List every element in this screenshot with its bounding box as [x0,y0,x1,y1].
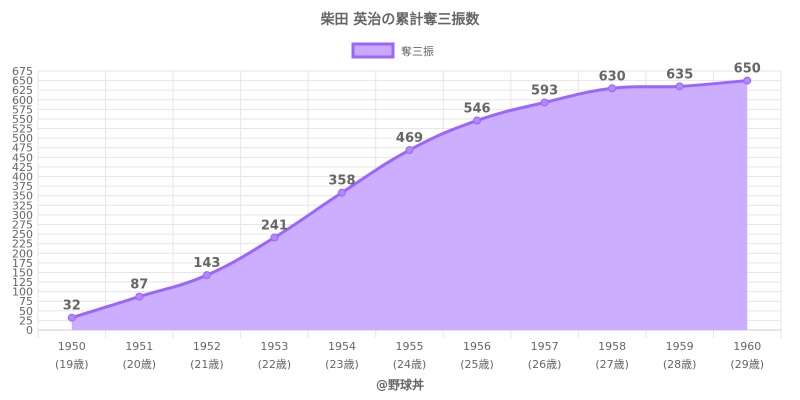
y-tick-label: 500 [12,132,33,145]
x-tick-label: 1952 [193,340,221,353]
x-tick-sublabel: (24歳) [393,358,427,371]
y-tick-label: 600 [12,94,33,107]
data-label: 87 [130,278,148,293]
y-tick-label: 675 [12,65,33,78]
y-tick-label: 400 [12,171,33,184]
y-tick-label: 625 [12,84,33,97]
data-label: 469 [396,131,423,146]
data-point [202,271,211,280]
x-tick-sublabel: (23歳) [325,358,359,371]
x-tick-label: 1960 [733,340,761,353]
x-tick-sublabel: (26歳) [528,358,562,371]
y-tick-label: 475 [12,142,33,155]
x-tick-label: 1950 [58,340,86,353]
data-labels: 32 87 143 241 358 469 546 593 630 635 650 [63,62,761,314]
y-tick-label: 550 [12,113,33,126]
y-tick-label: 575 [12,103,33,116]
x-tick-label: 1957 [531,340,559,353]
data-label: 593 [531,83,558,98]
data-point [67,313,76,322]
x-tick-sublabel: (28歳) [663,358,697,371]
x-tick-sublabel: (21歳) [190,358,224,371]
y-tick-label: 375 [12,180,33,193]
x-tick-sublabel: (22歳) [258,358,292,371]
y-tick-label: 0 [26,324,33,337]
y-tick-label: 25 [19,314,33,327]
y-tick-label: 300 [12,209,33,222]
data-point [675,82,684,91]
data-label: 358 [328,174,355,189]
data-point [743,76,752,85]
x-tick-sublabel: (20歳) [123,358,157,371]
x-tick-sublabel: (25歳) [460,358,494,371]
y-tick-label: 75 [19,295,33,308]
data-point [135,292,144,301]
y-tick-label: 650 [12,75,33,88]
x-tick-label: 1958 [598,340,626,353]
y-tick-label: 525 [12,123,33,136]
data-point [337,188,346,197]
y-tick-label: 450 [12,151,33,164]
y-axis-ticks: 0255075100125150175200225250275300325350… [12,65,33,337]
y-tick-label: 200 [12,247,33,260]
data-point [608,84,617,93]
data-label: 650 [734,62,761,77]
data-point [473,116,482,125]
x-tick-sublabel: (27歳) [595,358,629,371]
chart-title: 柴田 英治の累計奪三振数 [320,11,481,28]
y-tick-label: 150 [12,266,33,279]
data-label: 630 [599,69,626,84]
data-label: 32 [63,299,81,314]
data-point [540,98,549,107]
data-label: 143 [193,256,220,271]
data-label: 635 [666,67,693,82]
y-tick-label: 125 [12,276,33,289]
y-tick-label: 50 [19,305,33,318]
credit-label: @野球丼 [376,377,424,392]
x-tick-label: 1954 [328,340,356,353]
x-tick-sublabel: (19歳) [55,358,89,371]
legend-label: 奪三振 [401,44,434,58]
x-tick-label: 1956 [463,340,491,353]
y-tick-label: 225 [12,238,33,251]
y-tick-label: 250 [12,228,33,241]
y-tick-label: 425 [12,161,33,174]
data-label: 241 [261,219,288,234]
y-tick-label: 275 [12,218,33,231]
x-tick-label: 1951 [125,340,153,353]
x-axis-ticks: 1950 (19歳) 1951 (20歳) 1952 (21歳) 1953 (22歳) 1954… [55,340,764,371]
legend[interactable]: 奪三振 [351,42,434,59]
y-tick-label: 350 [12,190,33,203]
data-label: 546 [463,101,490,116]
x-tick-label: 1959 [666,340,694,353]
data-points [67,76,752,322]
data-point [405,146,414,155]
legend-swatch [351,42,395,59]
y-tick-label: 175 [12,257,33,270]
area-fill [71,80,748,330]
y-tick-label: 100 [12,286,33,299]
x-tick-sublabel: (29歳) [730,358,764,371]
x-tick-label: 1953 [260,340,288,353]
x-tick-label: 1955 [396,340,424,353]
y-tick-label: 325 [12,199,33,212]
data-point [270,233,279,242]
